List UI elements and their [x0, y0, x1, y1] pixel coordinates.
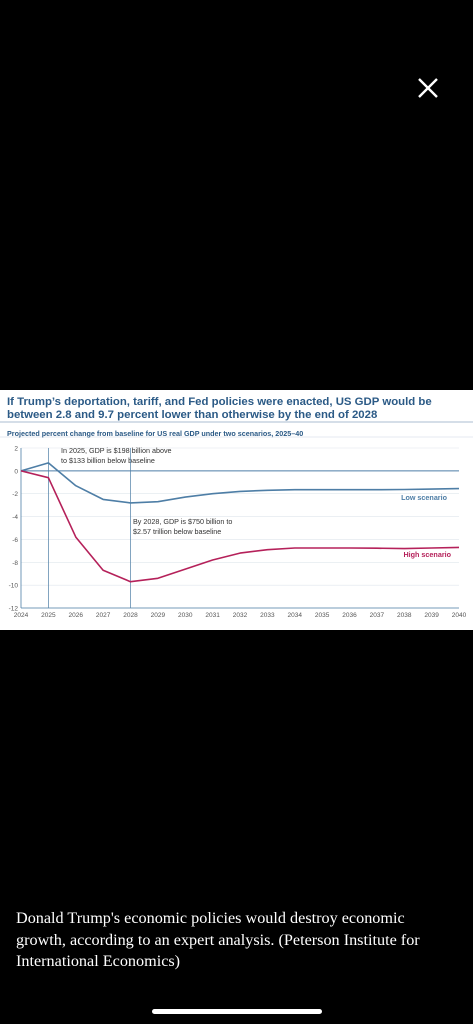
- y-tick-label: -6: [12, 537, 18, 544]
- x-tick-label: 2029: [151, 612, 166, 619]
- x-tick-label: 2030: [178, 612, 193, 619]
- chart-title: If Trump’s deportation, tariff, and Fed …: [7, 396, 432, 421]
- y-tick-label: -12: [9, 606, 19, 613]
- series-line-low: [20, 462, 460, 504]
- series-label: High scenario: [403, 550, 451, 559]
- home-indicator[interactable]: [152, 1009, 322, 1014]
- y-tick-label: 2: [14, 446, 18, 453]
- close-button[interactable]: [410, 70, 446, 106]
- y-tick-label: -10: [9, 583, 19, 590]
- chart-card: 2 0 -2 -4 -6 -8 -10 -12 2024 2025 2026 2027 2028 2029…: [0, 390, 473, 630]
- x-tick-label: 2033: [260, 612, 275, 619]
- x-tick-label: 2025: [41, 612, 56, 619]
- x-tick-label: 2036: [342, 612, 357, 619]
- annotation-text: $2.57 trillion below baseline: [133, 527, 221, 536]
- annotation-text: to $133 billion below baseline: [61, 456, 155, 465]
- chart-subtitle: Projected percent change from baseline f…: [7, 429, 304, 438]
- x-tick-label: 2031: [205, 612, 220, 619]
- x-tick-label: 2024: [14, 612, 29, 619]
- y-tick-label: -4: [12, 514, 18, 521]
- x-tick-label: 2028: [123, 612, 138, 619]
- y-tick-label: 0: [14, 468, 18, 475]
- x-tick-label: 2027: [96, 612, 111, 619]
- series-line-high: [20, 470, 460, 583]
- x-tick-label: 2038: [397, 612, 412, 619]
- x-tick-label: 2039: [424, 612, 439, 619]
- annotation-text: By 2028, GDP is $750 billion to: [133, 517, 232, 526]
- y-tick-label: -8: [12, 560, 18, 567]
- x-tick-label: 2032: [233, 612, 248, 619]
- x-tick-label: 2040: [452, 612, 467, 619]
- x-tick-label: 2037: [370, 612, 385, 619]
- x-tick-label: 2034: [288, 612, 303, 619]
- photo-caption: Donald Trump's economic policies would d…: [16, 909, 420, 970]
- y-tick-label: -2: [12, 491, 18, 498]
- x-tick-label: 2026: [69, 612, 84, 619]
- x-tick-label: 2035: [315, 612, 330, 619]
- annotation-text: In 2025, GDP is $198 billion above: [61, 446, 172, 455]
- series-label: Low scenario: [401, 493, 448, 502]
- close-icon: [418, 78, 438, 98]
